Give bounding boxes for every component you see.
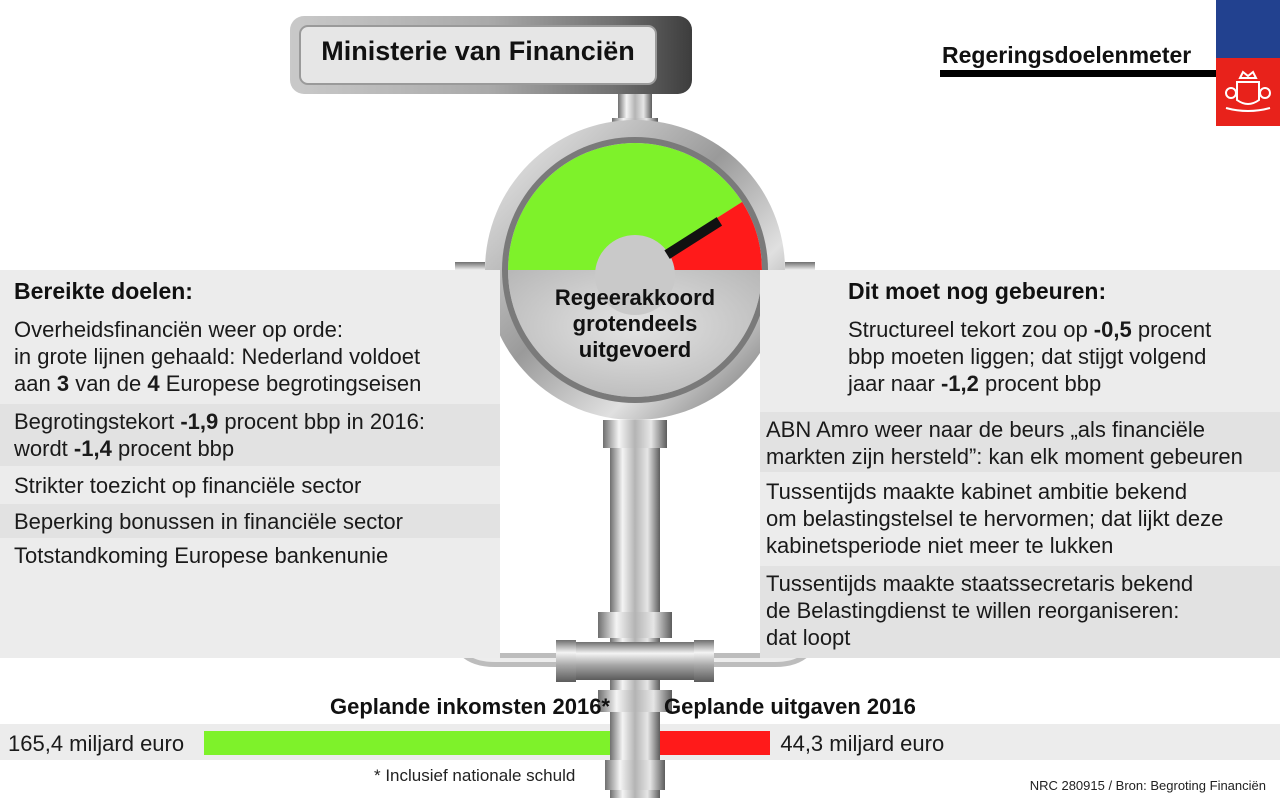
ministry-title: Ministerie van Financiën xyxy=(321,36,635,66)
expenses-label: Geplande uitgaven 2016 xyxy=(664,694,916,719)
gauge-caption: Regeerakkoord grotendeels uitgevoerd xyxy=(525,285,745,363)
emphasis-value: -1,2 xyxy=(940,371,979,396)
right-heading: Dit moet nog gebeuren: xyxy=(848,278,1107,304)
list-item-line: ABN Amro weer naar de beurs „als financi… xyxy=(766,417,1205,442)
list-item-line: om belastingstelsel te hervormen; dat li… xyxy=(766,506,1224,531)
list-item-line: Totstandkoming Europese bankenunie xyxy=(14,543,389,568)
list-item: Overheidsfinanciën weer op orde: in grote… xyxy=(0,312,500,402)
list-item-line: aan 3 van de 4 Europese begrotingseisen xyxy=(14,371,422,396)
list-item-line: kabinetsperiode niet meer te lukken xyxy=(766,533,1114,558)
list-item-line: Tussentijds maakte staatssecretaris beke… xyxy=(766,571,1194,596)
income-amount: 165,4 miljard euro xyxy=(8,731,185,756)
list-item-line: Strikter toezicht op financiële sector xyxy=(14,473,362,498)
emphasis-value: -0,5 xyxy=(1093,317,1132,342)
cross-coupling xyxy=(558,642,714,680)
list-item-line: Begrotingstekort -1,9 procent bbp in 201… xyxy=(14,409,425,434)
gauge-hub xyxy=(595,235,675,315)
list-item-line: wordt -1,4 procent bbp xyxy=(14,436,235,461)
list-item: ABN Amro weer naar de beurs „als financi… xyxy=(760,412,1280,472)
gauge-caption-line: uitgevoerd xyxy=(578,337,692,362)
footnote: * Inclusief nationale schuld xyxy=(374,766,576,785)
gauge-needle xyxy=(664,217,723,259)
list-item: Strikter toezicht op financiële sector xyxy=(0,468,500,502)
emphasis-value: -1,9 xyxy=(180,409,219,434)
list-item-line: dat loopt xyxy=(766,625,851,650)
list-item-line: de Belastingdienst te willen reorganiser… xyxy=(766,598,1180,623)
coat-of-arms-icon xyxy=(1225,70,1271,112)
expenses-amount: 44,3 miljard euro xyxy=(780,731,945,756)
list-item-line: in grote lijnen gehaald: Nederland voldo… xyxy=(14,344,421,369)
list-item-line: jaar naar -1,2 procent bbp xyxy=(848,371,1102,396)
income-bar xyxy=(204,731,616,755)
source-credit: NRC 280915 / Bron: Begroting Financiën xyxy=(1029,778,1266,793)
list-item: Structureel tekort zou op -0,5 procent bb… xyxy=(760,312,1280,410)
gauge-caption-line: grotendeels xyxy=(572,311,698,336)
list-item: Tussentijds maakte kabinet ambitie beken… xyxy=(760,474,1280,564)
list-item: Beperking bonussen in financiële sector xyxy=(0,504,500,538)
list-item-line: Overheidsfinanciën weer op orde: xyxy=(14,317,343,342)
meter-title-underline xyxy=(940,70,1218,77)
left-heading: Bereikte doelen: xyxy=(14,278,193,304)
emphasis-value: -1,4 xyxy=(73,436,112,461)
pipe-foreground xyxy=(605,720,665,798)
list-item: Totstandkoming Europese bankenunie xyxy=(0,538,500,574)
meter-title: Regeringsdoelenmeter xyxy=(942,42,1192,68)
list-item: Begrotingstekort -1,9 procent bbp in 201… xyxy=(0,404,500,466)
list-item-line: bbp moeten liggen; dat stijgt volgend xyxy=(848,344,1207,369)
list-item-line: Tussentijds maakte kabinet ambitie beken… xyxy=(766,479,1188,504)
list-item-line: Beperking bonussen in financiële sector xyxy=(14,509,403,534)
list-item: Tussentijds maakte staatssecretaris beke… xyxy=(760,566,1280,658)
gauge-caption-line: Regeerakkoord xyxy=(554,285,716,310)
emphasis-value: 4 xyxy=(147,371,160,396)
expenses-bar xyxy=(660,731,771,755)
list-item-line: Structureel tekort zou op -0,5 procent xyxy=(848,317,1212,342)
income-label: Geplande inkomsten 2016* xyxy=(330,694,610,719)
list-item-line: markten zijn hersteld”: kan elk moment g… xyxy=(766,444,1243,469)
emphasis-value: 3 xyxy=(56,371,70,396)
